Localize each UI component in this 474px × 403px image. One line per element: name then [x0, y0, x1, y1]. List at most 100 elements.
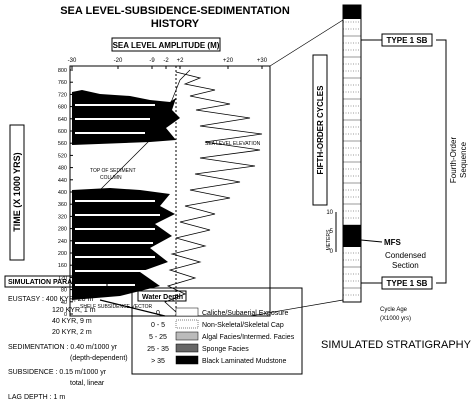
y-tick-label: 160: [58, 263, 67, 269]
y-tick-label: 760: [58, 80, 67, 86]
scale-tick: 10: [326, 210, 333, 216]
x-tick-label: +2: [177, 58, 185, 64]
x-tick-label: -9: [149, 58, 155, 64]
sb-label: TYPE 1 SB: [387, 36, 428, 45]
legend-depth: > 35: [151, 358, 165, 365]
legend-facies: Caliche/Subaerial Exposure: [202, 310, 288, 317]
condensed-label: Section: [392, 261, 419, 270]
annotation: SEA LEVEL ELEVATION: [205, 141, 261, 147]
parameter: 20 KYR, 2 m: [52, 329, 92, 336]
age-label: Cycle Age: [380, 307, 408, 313]
facies-wedge: [72, 90, 180, 145]
y-tick-label: 440: [58, 178, 67, 184]
sea-level-curve: [164, 71, 263, 313]
parameter: EUSTASY : 400 KYR, 28 m: [8, 296, 94, 303]
parameters: EUSTASY : 400 KYR, 28 m 120 KYR, 1 m 40 KY…: [8, 296, 128, 401]
sb-label: TYPE 1 SB: [387, 279, 428, 288]
y-tick-label: 520: [58, 153, 67, 159]
annotation: COLUMN: [100, 175, 122, 181]
y-tick-label: 680: [58, 105, 67, 111]
legend-depth: 5 - 25: [149, 334, 167, 341]
y-tick-label: 400: [58, 190, 67, 196]
parameter: SUBSIDENCE : 0.15 m/1000 yr: [8, 369, 107, 376]
pointer: [360, 239, 383, 243]
y-tick-label: 280: [58, 227, 67, 233]
y-tick-label: 560: [58, 141, 67, 147]
legend-facies: Black Laminated Mudstone: [202, 358, 287, 365]
x-tick-label: -20: [114, 58, 123, 64]
parameter: total, linear: [70, 380, 105, 387]
y-tick-label: 640: [58, 117, 67, 123]
scale-tick: 0: [330, 249, 334, 255]
legend-swatch: [175, 319, 199, 329]
y-tick-label: 600: [58, 129, 67, 135]
legend-swatch: [175, 343, 199, 353]
mfs-label: MFS: [384, 238, 402, 247]
x-tick-label: +30: [257, 58, 268, 64]
title: HISTORY: [151, 18, 200, 30]
condensed-layer: [343, 225, 361, 247]
y-tick-label: 800: [58, 68, 67, 74]
ticks: -30 -20 -9 -2 +2 +20 +308007607206806406005605…: [58, 58, 268, 318]
parameter: LAG DEPTH : 1 m: [8, 394, 65, 401]
label-box: [111, 37, 221, 52]
connector: [269, 19, 344, 67]
label-box: [4, 275, 108, 288]
parameter: SEDIMENTATION : 0.40 m/1000 yr: [8, 344, 118, 351]
annotation: TOP OF SEDIMENT: [90, 168, 136, 174]
legend: 0 Caliche/Subaerial Exposure 0 - 5 Non-Skel…: [147, 307, 295, 365]
label-box: [312, 54, 328, 206]
facies-bands: [75, 104, 160, 286]
connector: [249, 299, 344, 317]
legend-facies: Algal Facies/Intermed. Facies: [202, 334, 295, 341]
legend-swatch: [175, 331, 199, 341]
legend-depth: 0: [156, 310, 160, 317]
axis-label: TIME (X 1000 YRS): [12, 152, 22, 231]
y-tick-label: 200: [58, 251, 67, 257]
x-tick-label: -30: [68, 58, 77, 64]
bracket: [436, 39, 447, 284]
y-tick-label: 120: [58, 275, 67, 281]
y-tick-label: 480: [58, 166, 67, 172]
legend-frame: [131, 287, 303, 375]
condensed-label: Condensed: [385, 251, 426, 260]
parameter: (depth-dependent): [70, 355, 128, 362]
top-layer: [343, 5, 361, 19]
title: SEA LEVEL-SUBSIDENCE-SEDIMENTATION: [60, 5, 290, 17]
legend-depth: 0 - 5: [151, 322, 165, 329]
y-tick-label: 320: [58, 214, 67, 220]
label-box: [9, 124, 25, 261]
cycles-label: FIFTH-ORDER CYCLES: [316, 85, 325, 175]
parameters-title: SIMULATION PARAMETERS: [8, 279, 102, 286]
parameter: 120 KYR, 1 m: [52, 307, 96, 314]
caption: SIMULATED STRATIGRAPHY: [321, 339, 472, 351]
x-tick-label: -2: [163, 58, 169, 64]
y-tick-label: 360: [58, 202, 67, 208]
x-tick-label: +20: [223, 58, 234, 64]
sediment-top: [99, 69, 191, 191]
plot-frame: [69, 65, 271, 317]
label-box: [381, 33, 433, 47]
sequence-label: Fourth-Order: [449, 137, 458, 184]
parameter: 40 KYR, 9 m: [52, 318, 92, 325]
label-box: [137, 290, 187, 302]
y-tick-label: 720: [58, 92, 67, 98]
sequence-label: Sequence: [459, 141, 468, 178]
legend-swatch: [175, 355, 199, 365]
scale-label: METERS: [326, 229, 332, 251]
axis-label: SEA LEVEL AMPLITUDE (M): [113, 41, 220, 50]
legend-title: Water Depth: [142, 294, 183, 301]
label-box: [381, 276, 433, 290]
scale-tick: 5: [330, 229, 334, 235]
y-tick-label: 240: [58, 239, 67, 245]
legend-depth: 25 - 35: [147, 346, 169, 353]
legend-facies: Non-Skeletal/Skeletal Cap: [202, 322, 284, 329]
age-label: (X1000 yrs): [380, 316, 411, 322]
y-tick-label: 0: [64, 312, 67, 318]
y-tick-label: 80: [61, 288, 67, 294]
annotation: SHELF SUBSIDENCE VECTOR: [80, 304, 153, 310]
y-tick-label: 40: [61, 300, 67, 306]
legend-facies: Sponge Facies: [202, 346, 249, 353]
strat-column: [342, 4, 362, 303]
